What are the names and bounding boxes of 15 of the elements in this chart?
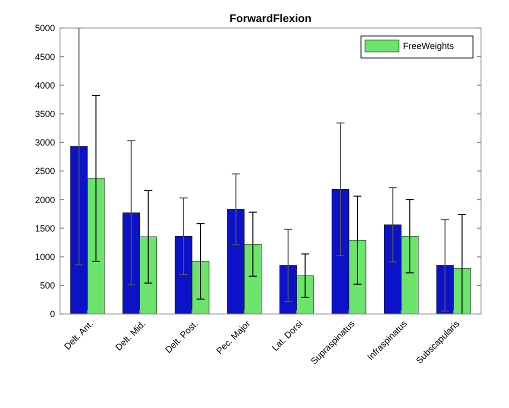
y-tick-label: 4000 xyxy=(34,80,55,90)
y-tick-label: 0 xyxy=(50,309,55,320)
y-tick-label: 500 xyxy=(40,280,55,291)
chart-title: ForwardFlexion xyxy=(230,13,312,25)
y-tick-label: 3000 xyxy=(34,138,55,148)
y-tick-label: 3500 xyxy=(34,108,55,119)
y-tick-label: 2500 xyxy=(34,166,55,176)
y-tick-label: 2000 xyxy=(34,194,55,205)
x-tick-label: Delt. Mid. xyxy=(113,318,148,353)
y-tick-label: 1500 xyxy=(34,223,55,234)
y-tick-label: 4500 xyxy=(34,52,55,62)
y-tick-label: 1000 xyxy=(34,252,55,262)
legend-label: FreeWeights xyxy=(403,41,454,52)
y-tick-label: 5000 xyxy=(34,23,55,34)
x-tick-label: Delt. Ant. xyxy=(62,318,96,352)
